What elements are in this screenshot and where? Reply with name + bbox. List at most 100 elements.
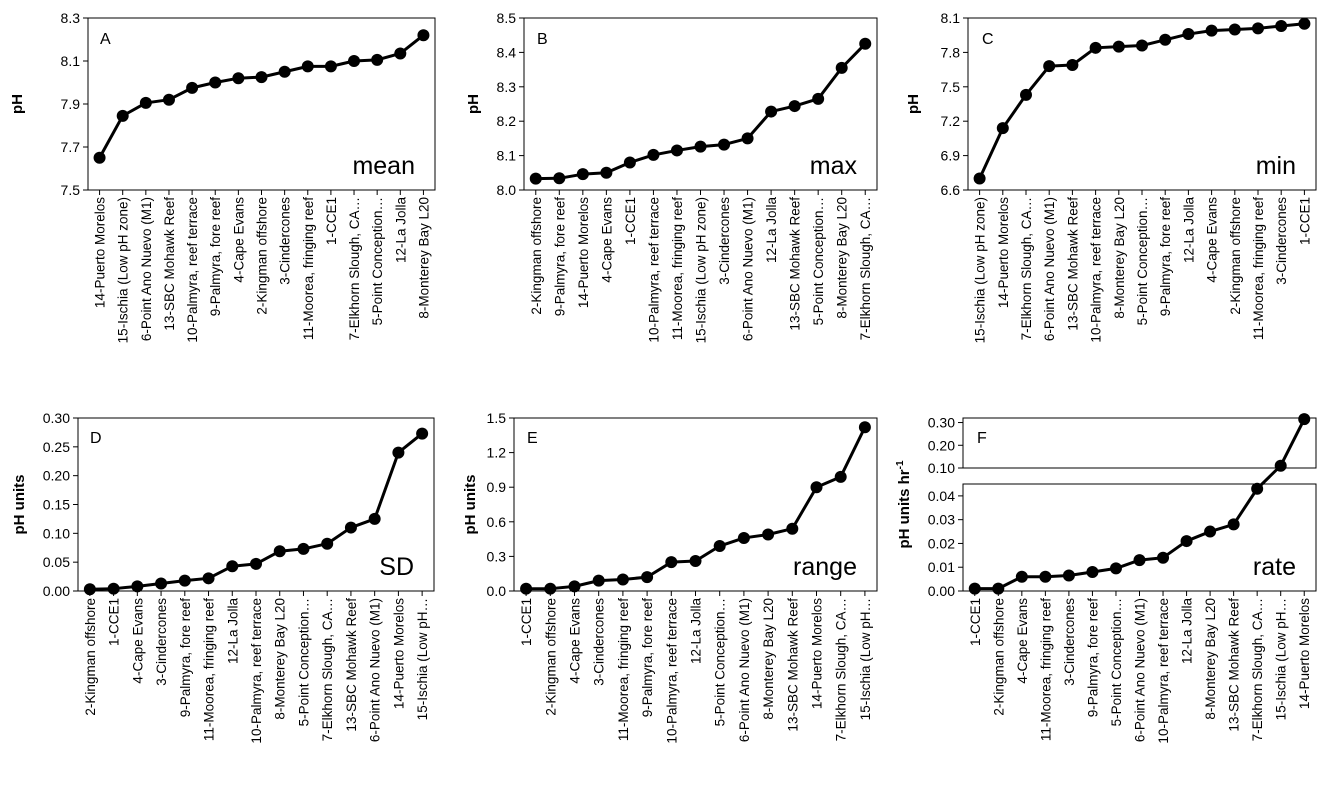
y-axis-label: pH units: [11, 475, 28, 535]
x-category-label: 14-Puerto Morelos: [810, 598, 825, 709]
data-point: [1066, 59, 1079, 72]
x-category-label: 11-Moorea, fringing reef: [670, 197, 685, 340]
y-tick-label: 0.10: [43, 525, 70, 541]
x-category-label: 9-Palmyra, fore reef: [552, 197, 567, 317]
data-point: [1251, 482, 1264, 495]
x-category-label: 6-Point Ano Nuevo (M1): [368, 598, 383, 742]
x-category-label: 11-Moorea, fringing reef: [616, 598, 631, 741]
y-tick-label: 0.30: [43, 410, 70, 426]
data-point: [1020, 88, 1032, 101]
data-point: [576, 168, 589, 181]
y-axis-label: pH: [465, 94, 482, 114]
x-category-label: 6-Point Ano Nuevo (M1): [737, 598, 752, 742]
x-category-label: 14-Puerto Morelos: [1297, 598, 1312, 709]
y-axis-label-superscript: -1: [895, 460, 906, 469]
data-point: [1109, 562, 1122, 575]
data-point: [544, 582, 557, 595]
data-point: [186, 81, 199, 94]
x-category-label: 2-Kingman offshore: [529, 197, 544, 315]
x-category-label: 1-CCE1: [107, 598, 122, 646]
series-line: [98, 34, 425, 159]
x-category-label: 1-CCE1: [1297, 197, 1312, 245]
data-point: [344, 521, 357, 534]
y-tick-label: 0.15: [43, 497, 70, 513]
y-tick-label: 0.10: [928, 460, 955, 476]
y-axis-label: pH units: [462, 475, 479, 535]
data-point: [665, 556, 678, 569]
panel-letter: B: [537, 31, 548, 48]
x-category-label: 2-Kingman offshore: [543, 598, 558, 716]
data-point: [1159, 33, 1172, 46]
data-point: [1086, 565, 1099, 578]
panel-a-mean: 7.5 7.7 7.9 8.1 8.3 14-Puerto Morelos 15-Ischi…: [9, 10, 436, 343]
x-category-label: 5-Point Conception…: [1135, 197, 1150, 325]
data-point: [1039, 570, 1052, 583]
data-point: [155, 577, 168, 590]
x-category-label: 10-Palmyra, reef terrace: [664, 598, 679, 744]
x-category-label: 3-Cindercones: [592, 598, 607, 686]
x-category-label: 5-Point Conception…: [713, 598, 728, 726]
x-category-label: 13-SBC Mohawk Reef: [785, 598, 800, 732]
x-category-label: 4-Cape Evans: [1205, 197, 1220, 283]
x-category-label: 13-SBC Mohawk Reef: [1227, 598, 1242, 732]
data-point: [139, 96, 152, 109]
x-category-label: 3-Cindercones: [717, 197, 732, 285]
panel-c-min: 6.6 6.9 7.2 7.5 7.8 8.1 15-Ischia (Low pH zone…: [905, 10, 1317, 343]
x-category-label: 12-La Jolla: [764, 197, 779, 264]
data-point: [741, 132, 754, 145]
x-category-label: 9-Palmyra, fore reef: [178, 598, 193, 718]
y-tick-label: 7.7: [61, 139, 81, 155]
x-category-label: 12-La Jolla: [393, 197, 408, 264]
x-category-label: 4-Cape Evans: [231, 197, 246, 283]
data-point: [107, 582, 120, 595]
data-point: [368, 512, 381, 525]
panel-letter: C: [982, 31, 994, 48]
x-category-label: 8-Monterey Bay L20: [1203, 598, 1218, 720]
panel-letter: D: [90, 430, 102, 447]
x-category-label: 15-Ischia (Low pH zone): [694, 197, 709, 343]
x-category-label: 6-Point Ano Nuevo (M1): [1042, 197, 1057, 341]
panel-statistic-label: SD: [379, 553, 414, 581]
x-category-label: 7-Elkhorn Slough, CA…: [1250, 598, 1265, 741]
x-category-label: 15-Ischia (Low pH…: [1274, 598, 1289, 720]
panel-letter: A: [100, 31, 111, 48]
y-tick-label: 0.00: [928, 583, 955, 599]
x-category-label: 2-Kingman offshore: [991, 598, 1006, 716]
x-category-label: 12-La Jolla: [1180, 598, 1195, 665]
y-tick-label: 8.3: [497, 79, 517, 95]
x-category-label: 13-SBC Mohawk Reef: [344, 598, 359, 732]
y-tick-label: 0.20: [43, 468, 70, 484]
y-axis-label: pH units hr-1: [895, 460, 913, 549]
y-tick-label: 0.03: [928, 512, 955, 528]
x-category-label: 14-Puerto Morelos: [391, 598, 406, 709]
x-category-label: 7-Elkhorn Slough, CA…: [347, 197, 362, 340]
x-category-label: 14-Puerto Morelos: [996, 197, 1011, 308]
data-point: [417, 29, 430, 42]
y-tick-label: 0.20: [928, 437, 955, 453]
x-category-label: 12-La Jolla: [689, 598, 704, 665]
data-point: [1133, 554, 1146, 567]
y-tick-label: 0.30: [928, 415, 955, 431]
plot-frame-upper: [962, 417, 1317, 469]
x-category-label: 8-Monterey Bay L20: [835, 197, 850, 319]
x-category-label: 1-CCE1: [968, 598, 983, 646]
x-category-label: 6-Point Ano Nuevo (M1): [1133, 598, 1148, 742]
data-point: [812, 92, 825, 105]
x-category-label: 5-Point Conception…: [370, 197, 385, 325]
x-category-label: 2-Kingman offshore: [255, 197, 270, 315]
y-tick-label: 8.3: [61, 10, 81, 26]
x-category-label: 13-SBC Mohawk Reef: [162, 197, 177, 331]
data-point: [1112, 40, 1125, 53]
y-tick-label: 8.1: [941, 10, 961, 26]
x-category-label: 11-Moorea, fringing reef: [1251, 197, 1266, 340]
data-point: [321, 537, 334, 550]
data-point: [765, 105, 778, 118]
data-point: [1062, 569, 1075, 582]
panel-statistic-label: range: [793, 553, 857, 581]
data-point: [1182, 28, 1195, 41]
x-category-label: 9-Palmyra, fore reef: [640, 598, 655, 718]
panel-e-range: 0.0 0.3 0.6 0.9 1.2 1.5 1-CCE1 2-Kingman offsho…: [462, 410, 878, 744]
data-point: [93, 151, 106, 164]
data-point: [1275, 20, 1288, 33]
y-tick-label: 0.02: [928, 535, 955, 551]
